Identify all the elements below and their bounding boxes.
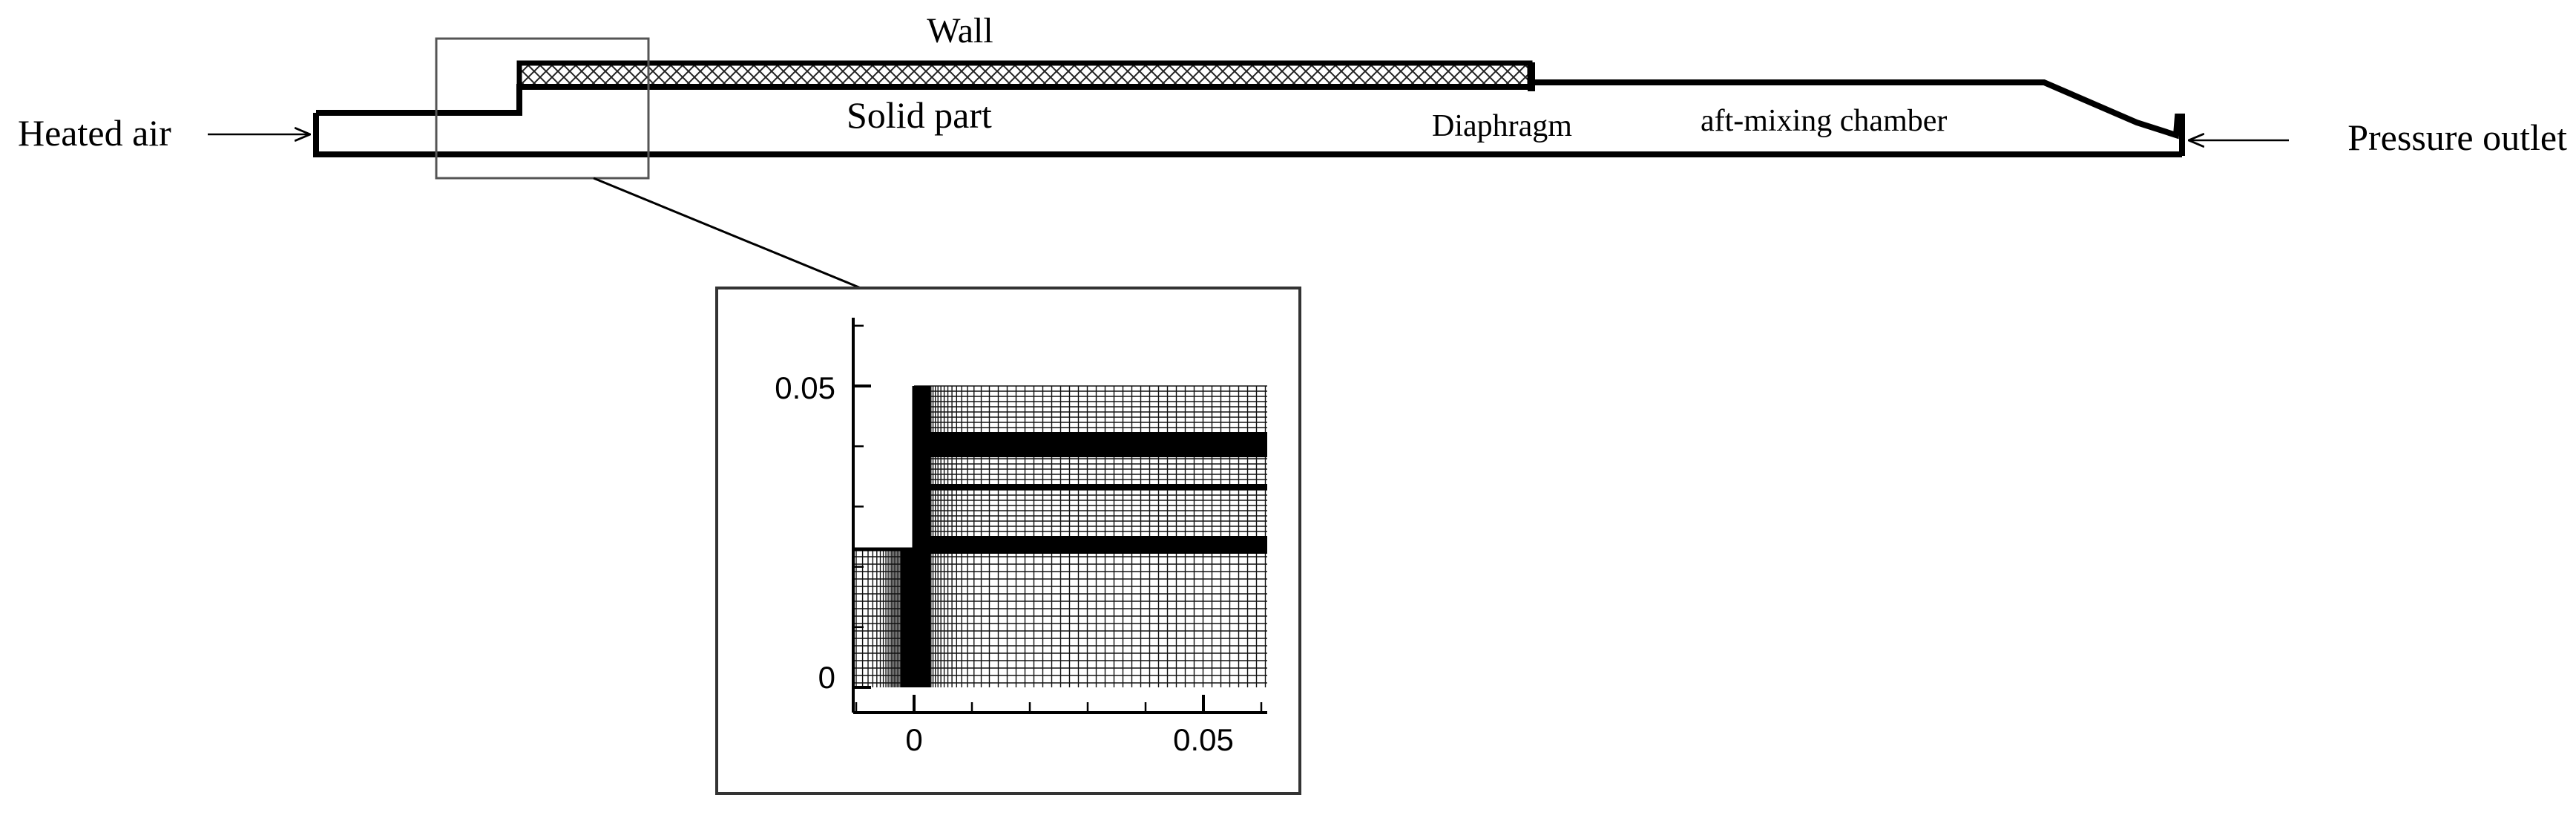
mesh-inset: 0.05 0 0 0.05 (715, 287, 1301, 795)
zoom-region-box (435, 37, 650, 180)
pressure-outlet-label: Pressure outlet (2347, 117, 2567, 158)
zoom-connector-line (593, 177, 861, 289)
combustor-outline-aft (1530, 79, 2185, 156)
aft-mixing-chamber-label: aft-mixing chamber (1701, 104, 1947, 138)
flow-arrows (208, 134, 2289, 140)
combustor-geometry (313, 60, 2185, 157)
axis-ticks (853, 324, 1263, 713)
combustor-outline-bottom (313, 113, 2182, 157)
mesh-grid (853, 385, 1267, 687)
x-tick-label-0: 0 (905, 722, 922, 757)
y-tick-label-0-05: 0.05 (775, 370, 835, 405)
x-tick-label-0-05: 0.05 (1173, 722, 1234, 757)
combustor-outline (316, 84, 1530, 116)
y-tick-label-0: 0 (818, 660, 835, 695)
mesh-boundary (853, 386, 916, 552)
wall-hatch (516, 60, 1533, 90)
wall-label: Wall (927, 11, 993, 50)
diaphragm-label: Diaphragm (1432, 109, 1572, 143)
solid-part-label: Solid part (847, 94, 992, 136)
heated-air-label: Heated air (18, 112, 171, 154)
zoom-indicator (435, 37, 861, 289)
